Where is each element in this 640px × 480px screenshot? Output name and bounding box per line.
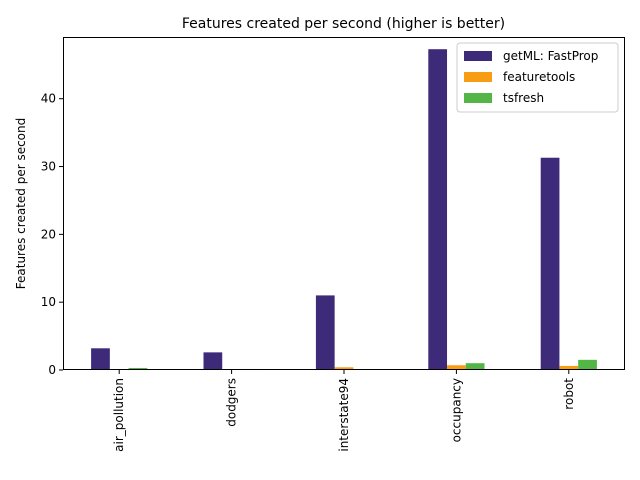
bar-robot-series-0 bbox=[540, 157, 560, 370]
x-tick-label: occupancy bbox=[449, 378, 463, 442]
legend: getML: FastProp featuretools tsfresh bbox=[456, 42, 619, 113]
y-tick-label: 30 bbox=[41, 160, 56, 174]
legend-label: tsfresh bbox=[503, 91, 544, 105]
bar-air_pollution-series-0 bbox=[91, 348, 110, 370]
bar-interstate94-series-1 bbox=[334, 367, 354, 370]
bars-layer bbox=[91, 49, 597, 371]
bar-robot-series-2 bbox=[578, 359, 597, 370]
y-tick-label: 20 bbox=[41, 227, 56, 241]
x-tick-label: interstate94 bbox=[337, 378, 351, 452]
x-ticks: air_pollution dodgers interstate94 occupanc… bbox=[112, 370, 576, 452]
bar-interstate94-series-0 bbox=[315, 295, 335, 370]
bar-robot-series-1 bbox=[559, 365, 579, 370]
y-tick-label: 40 bbox=[41, 92, 56, 106]
bar-dodgers-series-0 bbox=[203, 352, 223, 370]
legend-swatch bbox=[464, 51, 492, 61]
legend-swatch bbox=[464, 72, 492, 82]
bar-occupancy-series-2 bbox=[465, 363, 485, 370]
y-axis-label: Features created per second bbox=[14, 118, 28, 289]
legend-box bbox=[456, 42, 619, 113]
legend-swatch bbox=[464, 93, 492, 103]
legend-label: featuretools bbox=[503, 70, 575, 84]
chart-title: Features created per second (higher is b… bbox=[182, 16, 505, 32]
plot-frame bbox=[63, 37, 625, 370]
x-tick-label: air_pollution bbox=[112, 378, 126, 452]
legend-label: getML: FastProp bbox=[503, 49, 598, 63]
y-tick-label: 0 bbox=[48, 363, 56, 377]
bar-occupancy-series-1 bbox=[447, 365, 466, 370]
x-tick-label: dodgers bbox=[225, 378, 239, 427]
bar-air_pollution-series-2 bbox=[128, 367, 148, 370]
x-tick-label: robot bbox=[562, 378, 576, 410]
y-tick-label: 10 bbox=[41, 295, 56, 309]
y-ticks: 0 10 20 30 40 bbox=[41, 92, 63, 377]
bar-occupancy-series-0 bbox=[428, 49, 448, 371]
